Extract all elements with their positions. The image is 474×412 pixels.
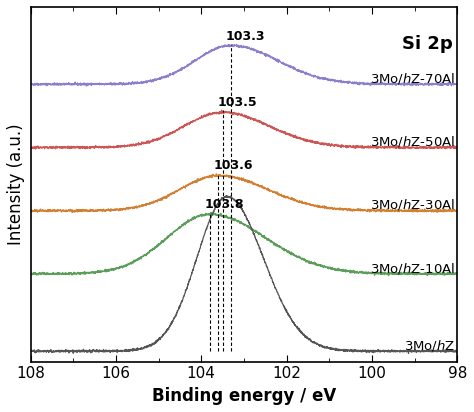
Y-axis label: Intensity (a.u.): Intensity (a.u.)	[7, 124, 25, 245]
Text: 103.8: 103.8	[205, 198, 244, 211]
Text: 3Mo/$\it{h}$Z-$\it{10}$Al: 3Mo/$\it{h}$Z-$\it{10}$Al	[370, 261, 455, 276]
Text: Si 2p: Si 2p	[402, 35, 453, 53]
Text: 103.5: 103.5	[218, 96, 257, 109]
Text: 3Mo/$\it{h}$Z-$\it{30}$Al: 3Mo/$\it{h}$Z-$\it{30}$Al	[370, 197, 455, 213]
Text: 103.6: 103.6	[213, 159, 253, 173]
Text: 3Mo/$\it{h}$Z-$\it{50}$Al: 3Mo/$\it{h}$Z-$\it{50}$Al	[370, 134, 455, 149]
Text: 103.3: 103.3	[226, 30, 265, 43]
X-axis label: Binding energy / eV: Binding energy / eV	[152, 387, 336, 405]
Text: 3Mo/$\it{h}$Z-$\it{70}$Al: 3Mo/$\it{h}$Z-$\it{70}$Al	[370, 71, 455, 86]
Text: 3Mo/$\it{h}$Z: 3Mo/$\it{h}$Z	[404, 338, 455, 353]
